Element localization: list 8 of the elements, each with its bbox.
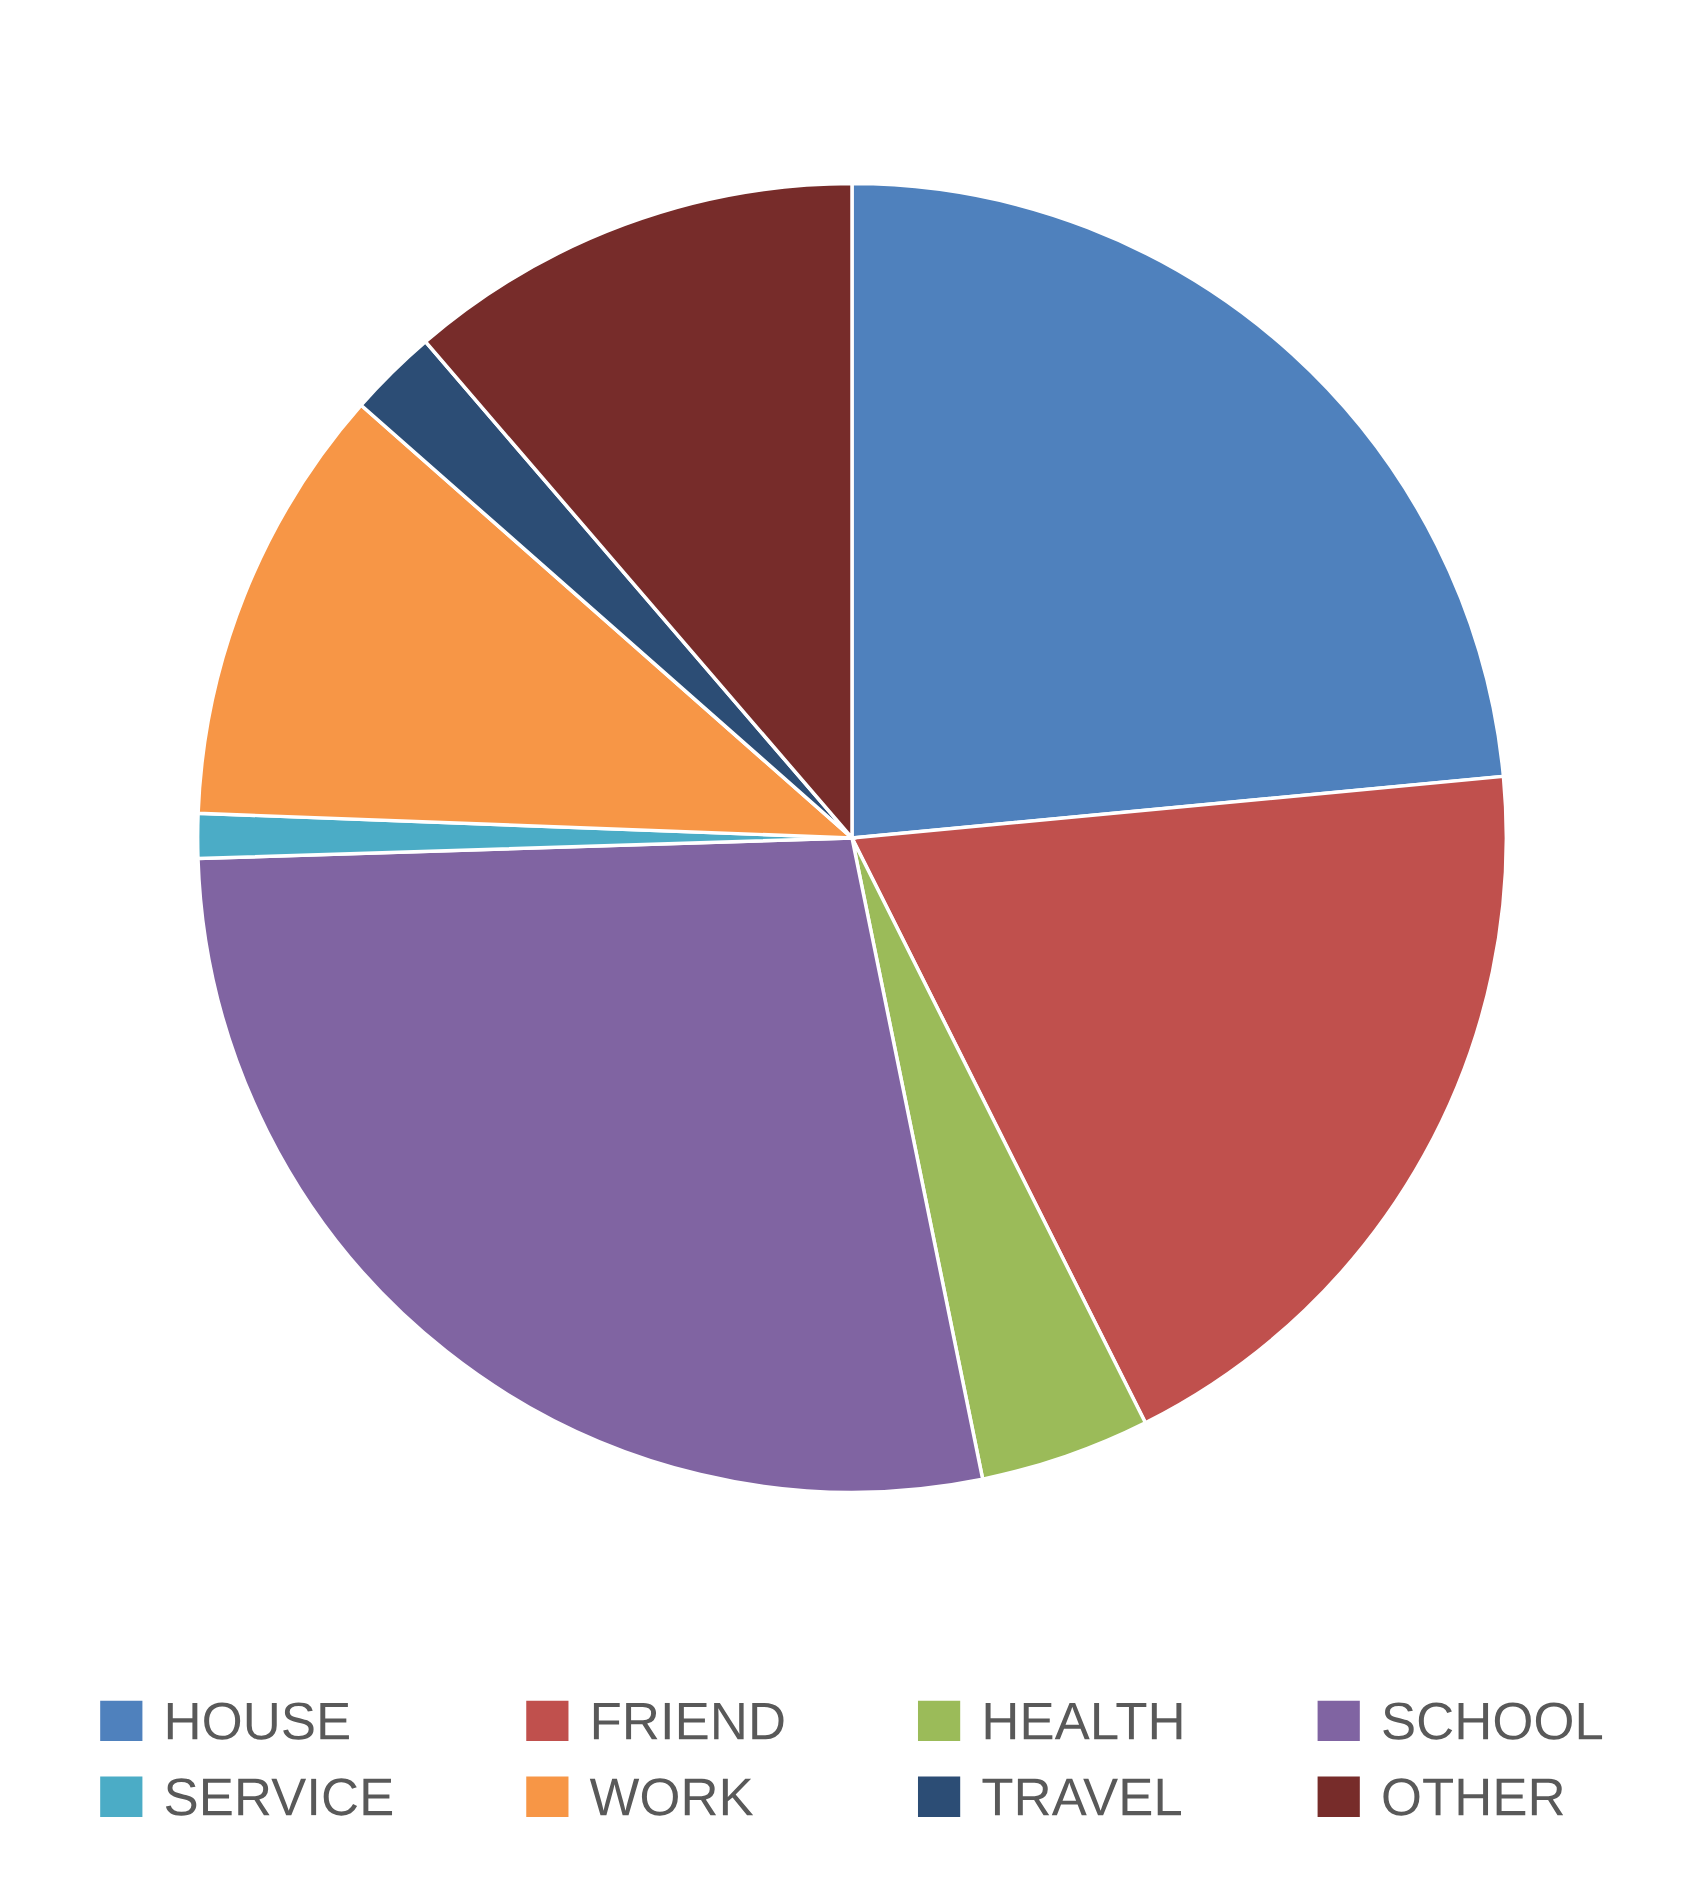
legend-label: SERVICE	[165, 1778, 393, 1816]
legend-label: HEALTH	[985, 1702, 1182, 1740]
legend-label: TRAVEL	[982, 1778, 1181, 1816]
legend-label: FRIEND	[593, 1702, 784, 1740]
legend-label: WORK	[589, 1778, 754, 1816]
legend-label: HOUSE	[167, 1702, 349, 1740]
legend-label: OTHER	[1383, 1778, 1564, 1816]
legend-label: SCHOOL	[1383, 1702, 1603, 1740]
